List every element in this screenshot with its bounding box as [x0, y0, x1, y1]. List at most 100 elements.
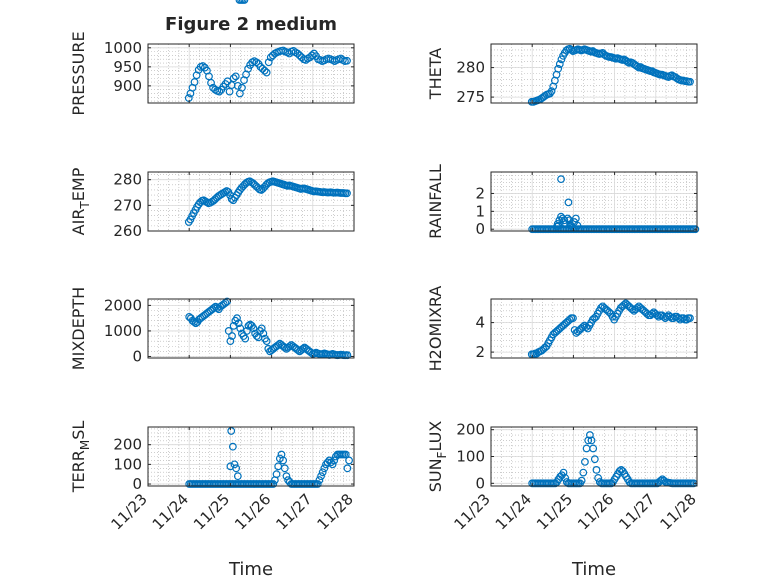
data-point	[592, 466, 601, 474]
data-point	[559, 468, 568, 477]
y-tick-label: 900	[113, 77, 142, 95]
x-tick-label: 11/28	[314, 490, 357, 533]
y-tick-label: 200	[456, 421, 485, 439]
data-point	[233, 81, 242, 90]
x-tick-label: 11/23	[108, 490, 151, 533]
data-point	[198, 62, 207, 70]
y-axis-label: MIXDEPTH	[69, 287, 88, 370]
data-point	[345, 456, 353, 465]
data-point	[280, 464, 289, 473]
data-point	[240, 0, 249, 4]
panel-theta: 275 280 THETA	[426, 43, 698, 106]
data-point	[264, 58, 273, 67]
data-point	[648, 309, 656, 318]
data-point	[557, 55, 566, 64]
data-point	[597, 303, 605, 312]
series-markers	[528, 175, 700, 234]
y-tick-label: 2000	[104, 296, 142, 314]
data-point	[233, 472, 242, 481]
data-point	[228, 442, 237, 451]
data-point	[272, 470, 281, 479]
series-markers	[527, 44, 694, 106]
data-point	[260, 66, 269, 75]
plot-area	[148, 44, 354, 103]
data-point	[232, 464, 241, 473]
y-axis-label: H2OMIXRA	[426, 286, 445, 372]
data-point	[259, 329, 268, 338]
data-point	[554, 221, 563, 230]
x-tick-label: 11/27	[615, 490, 658, 533]
data-point	[229, 74, 238, 83]
x-tick-label: 11/25	[190, 490, 233, 533]
data-point	[230, 460, 239, 469]
figure-title: Figure 2 medium	[165, 14, 337, 35]
data-point	[686, 77, 694, 86]
data-point	[234, 319, 243, 328]
data-point	[343, 189, 351, 198]
axes-box	[490, 43, 698, 104]
data-point	[320, 464, 329, 473]
series-markers	[527, 299, 694, 359]
series-markers	[185, 297, 352, 360]
data-point	[590, 455, 599, 464]
panel-air-temp: 260 270 280 AIRTEMP	[69, 167, 355, 240]
axes-box	[147, 298, 355, 359]
data-point	[569, 314, 577, 323]
data-point	[328, 460, 337, 469]
data-point	[633, 62, 642, 71]
axes-box	[490, 298, 698, 359]
data-point	[343, 56, 351, 65]
y-tick-label: 0	[132, 347, 142, 365]
y-axis-label: SUNFLUX	[426, 421, 449, 493]
data-point	[581, 457, 589, 466]
data-point	[280, 343, 289, 352]
y-tick-label: 0	[132, 475, 142, 493]
data-point	[343, 464, 352, 473]
x-axis-label-left: Time	[228, 559, 273, 580]
y-tick-label: 200	[113, 436, 142, 454]
data-point	[221, 298, 230, 307]
y-tick-label: 0	[475, 220, 485, 238]
data-point	[554, 64, 563, 73]
data-point	[190, 78, 199, 86]
data-point	[236, 324, 245, 333]
y-tick-label: 260	[113, 222, 142, 240]
data-point	[587, 436, 596, 445]
data-point	[620, 301, 628, 309]
y-tick-label: 100	[113, 455, 142, 473]
panel-mixdepth: 0 1000 2000 MIXDEPTH	[69, 287, 355, 370]
y-tick-label: 2	[475, 343, 485, 361]
y-tick-label: 100	[456, 448, 485, 466]
data-point	[252, 58, 261, 67]
series-markers	[184, 177, 351, 226]
data-point	[215, 87, 224, 96]
panel-h2omixra: 2 4 H2OMIXRA	[426, 286, 698, 372]
data-point	[341, 450, 350, 459]
y-axis-label: RAINFALL	[426, 164, 445, 239]
data-point	[585, 431, 594, 439]
data-point	[564, 198, 573, 207]
data-point	[628, 305, 637, 314]
y-tick-label: 275	[456, 88, 485, 106]
data-point	[555, 60, 564, 68]
series-markers	[184, 46, 351, 102]
data-point	[249, 324, 258, 333]
data-point	[579, 468, 588, 477]
data-point	[623, 57, 632, 66]
y-tick-label: 2	[475, 184, 485, 202]
x-tick-label: 11/24	[492, 490, 535, 533]
data-point	[274, 341, 283, 349]
data-point	[566, 220, 575, 229]
data-point	[308, 51, 316, 60]
x-tick-label: 11/26	[231, 490, 274, 533]
data-point	[262, 337, 271, 346]
data-point	[571, 214, 580, 223]
x-axis-label-right: Time	[571, 559, 616, 580]
x-tick-label: 11/28	[657, 490, 700, 533]
y-tick-label: 1000	[104, 322, 142, 340]
data-point	[279, 456, 288, 465]
data-point	[241, 334, 250, 343]
